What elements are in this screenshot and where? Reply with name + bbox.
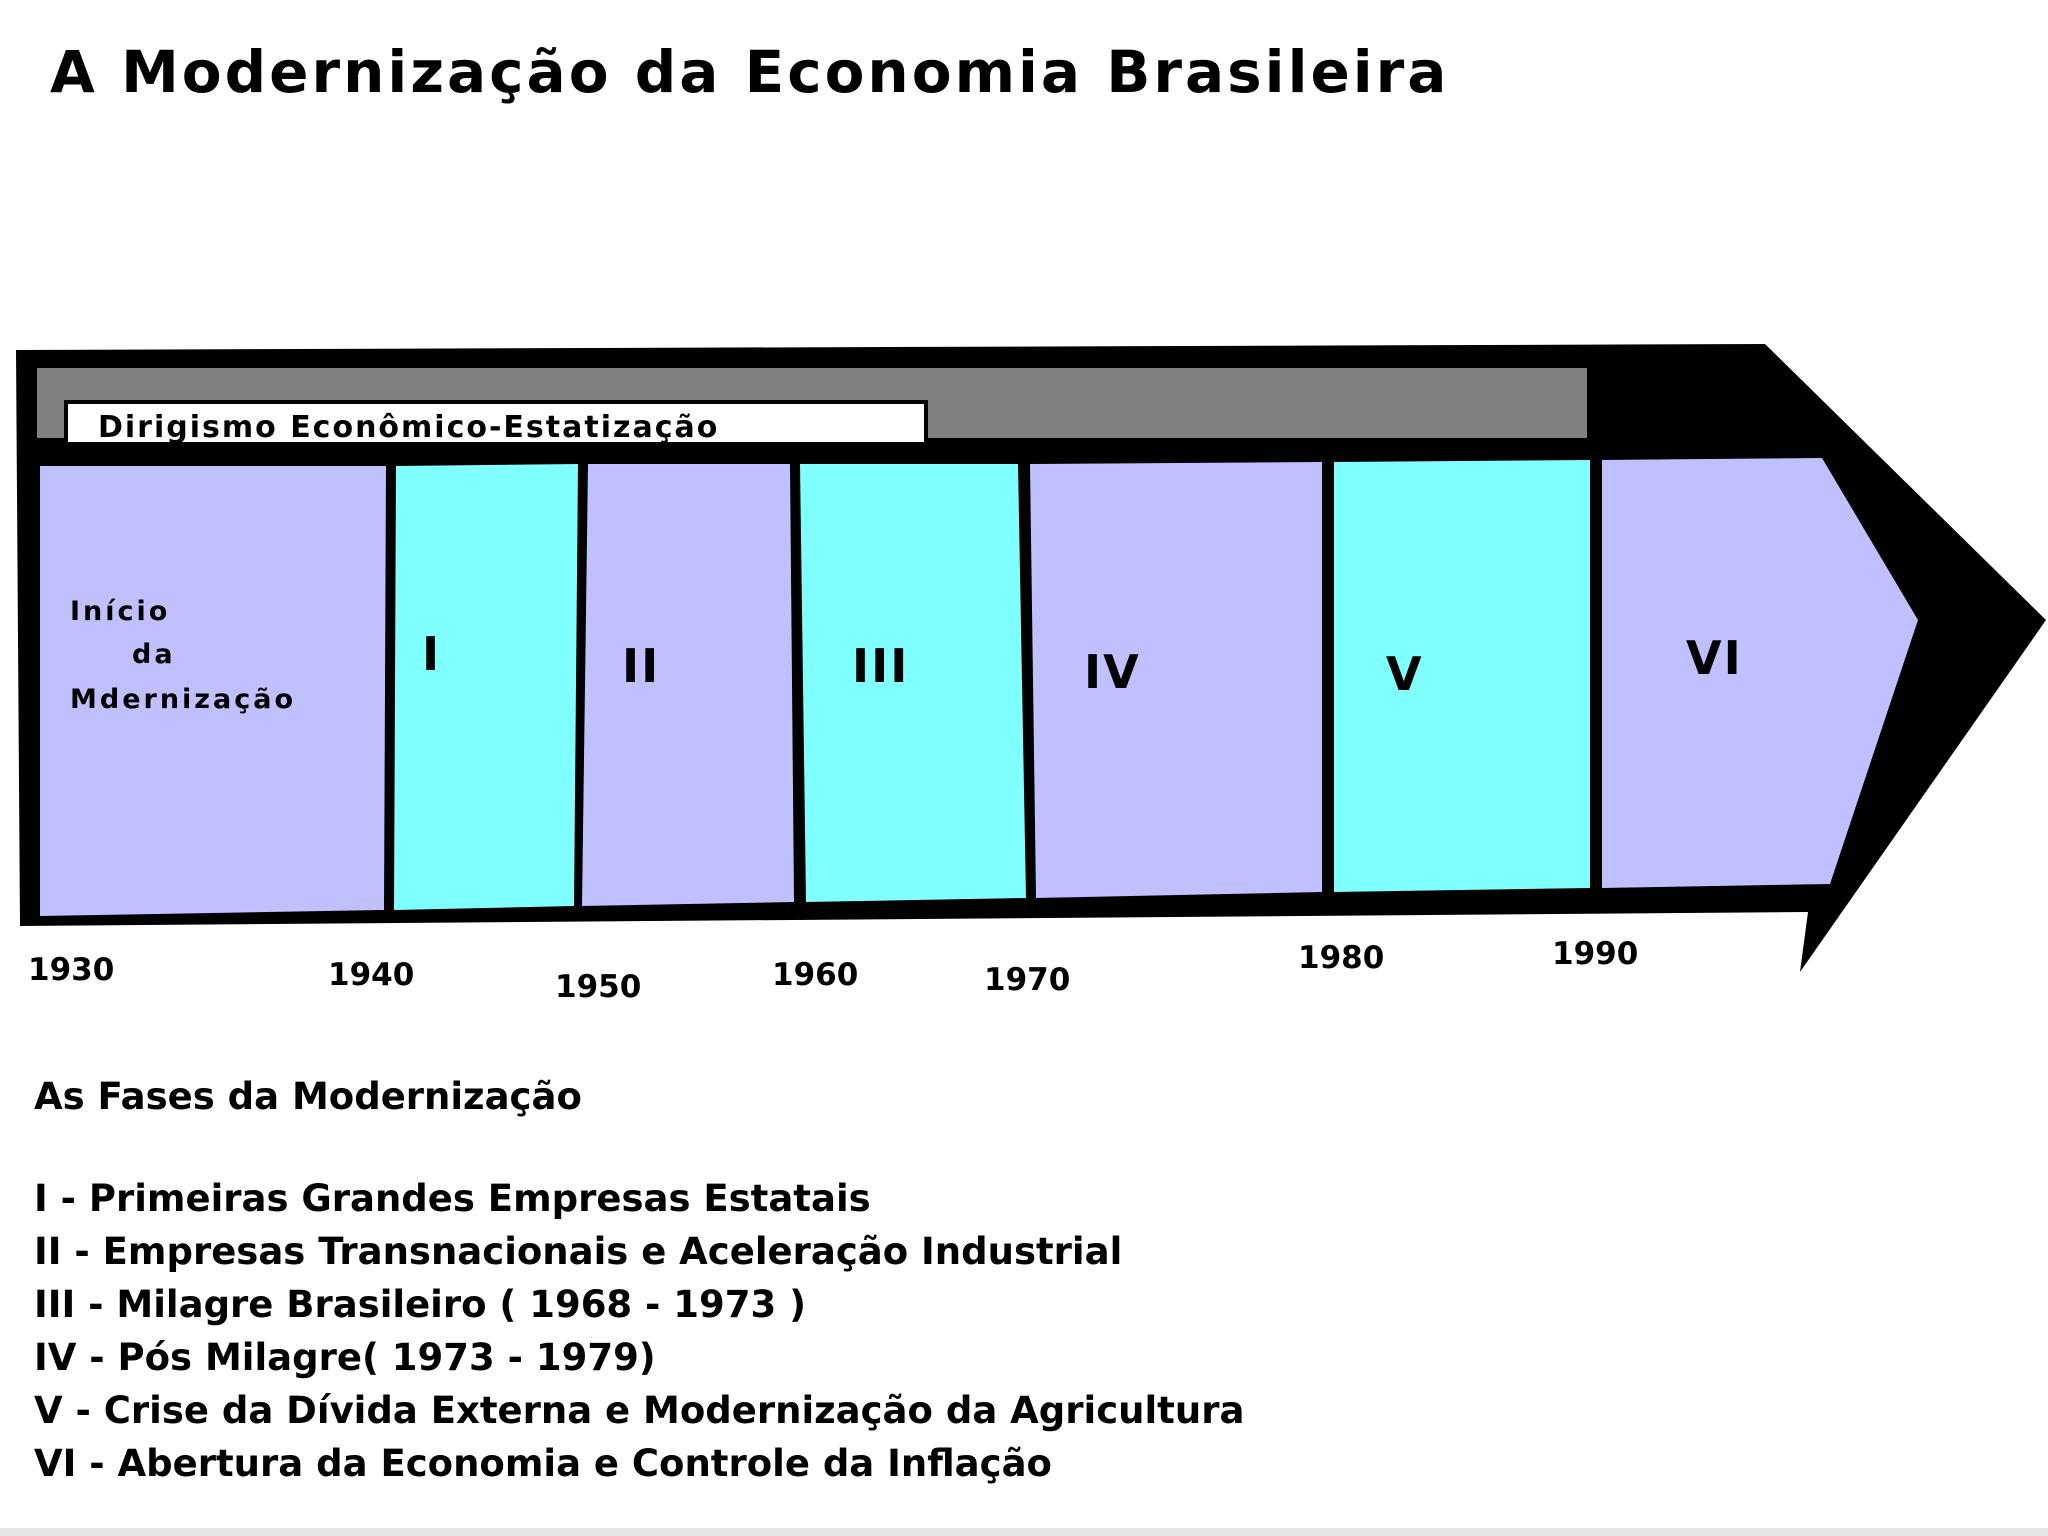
- phases-legend: As Fases da Modernização I - Primeiras G…: [34, 1075, 1244, 1490]
- phase-cell-i: [394, 464, 578, 910]
- year-label-1980: 1980: [1298, 940, 1384, 976]
- year-label-1950: 1950: [555, 969, 641, 1005]
- legend-item-i: I - Primeiras Grandes Empresas Estatais: [34, 1177, 871, 1220]
- legend-item-ii: II - Empresas Transnacionais e Aceleraçã…: [34, 1230, 1123, 1273]
- year-label-1970: 1970: [984, 962, 1070, 998]
- phase-cell-vi: [1602, 458, 1918, 888]
- legend-item-iv: IV - Pós Milagre( 1973 - 1979): [34, 1336, 656, 1379]
- bottom-strip: [0, 1528, 2048, 1536]
- year-label-1960: 1960: [772, 957, 858, 993]
- phase-cell-v: [1334, 460, 1590, 892]
- year-label-1990: 1990: [1552, 936, 1638, 972]
- year-label-1930: 1930: [28, 952, 114, 988]
- phase-cell-iv: [1030, 462, 1322, 898]
- phase-label-inicio-3: Mdernização: [70, 684, 296, 715]
- phase-cell-inicio: [40, 466, 386, 916]
- phase-label-inicio-1: Início: [70, 596, 170, 627]
- phase-label-ii: II: [622, 639, 660, 693]
- legend-item-iii: III - Milagre Brasileiro ( 1968 - 1973 ): [34, 1283, 807, 1326]
- phase-label-inicio-2: da: [132, 639, 176, 670]
- phase-label-v: V: [1386, 647, 1424, 701]
- banner-label: Dirigismo Econômico-Estatização: [98, 410, 719, 445]
- legend-item-v: V - Crise da Dívida Externa e Modernizaç…: [34, 1389, 1245, 1432]
- phase-label-vi: VI: [1686, 631, 1743, 685]
- banner-box: [64, 400, 928, 446]
- legend-item-vi: VI - Abertura da Economia e Controle da …: [34, 1442, 1052, 1485]
- year-label-1940: 1940: [328, 957, 414, 993]
- phase-label-iii: III: [852, 639, 909, 693]
- legend-heading: As Fases da Modernização: [34, 1075, 582, 1118]
- phase-cell-ii: [582, 464, 794, 906]
- page-title: A Modernização da Economia Brasileira: [50, 38, 1450, 106]
- phase-label-iv: IV: [1084, 645, 1141, 699]
- phase-label-i: I: [422, 627, 441, 681]
- phase-cell-iii: [800, 464, 1026, 902]
